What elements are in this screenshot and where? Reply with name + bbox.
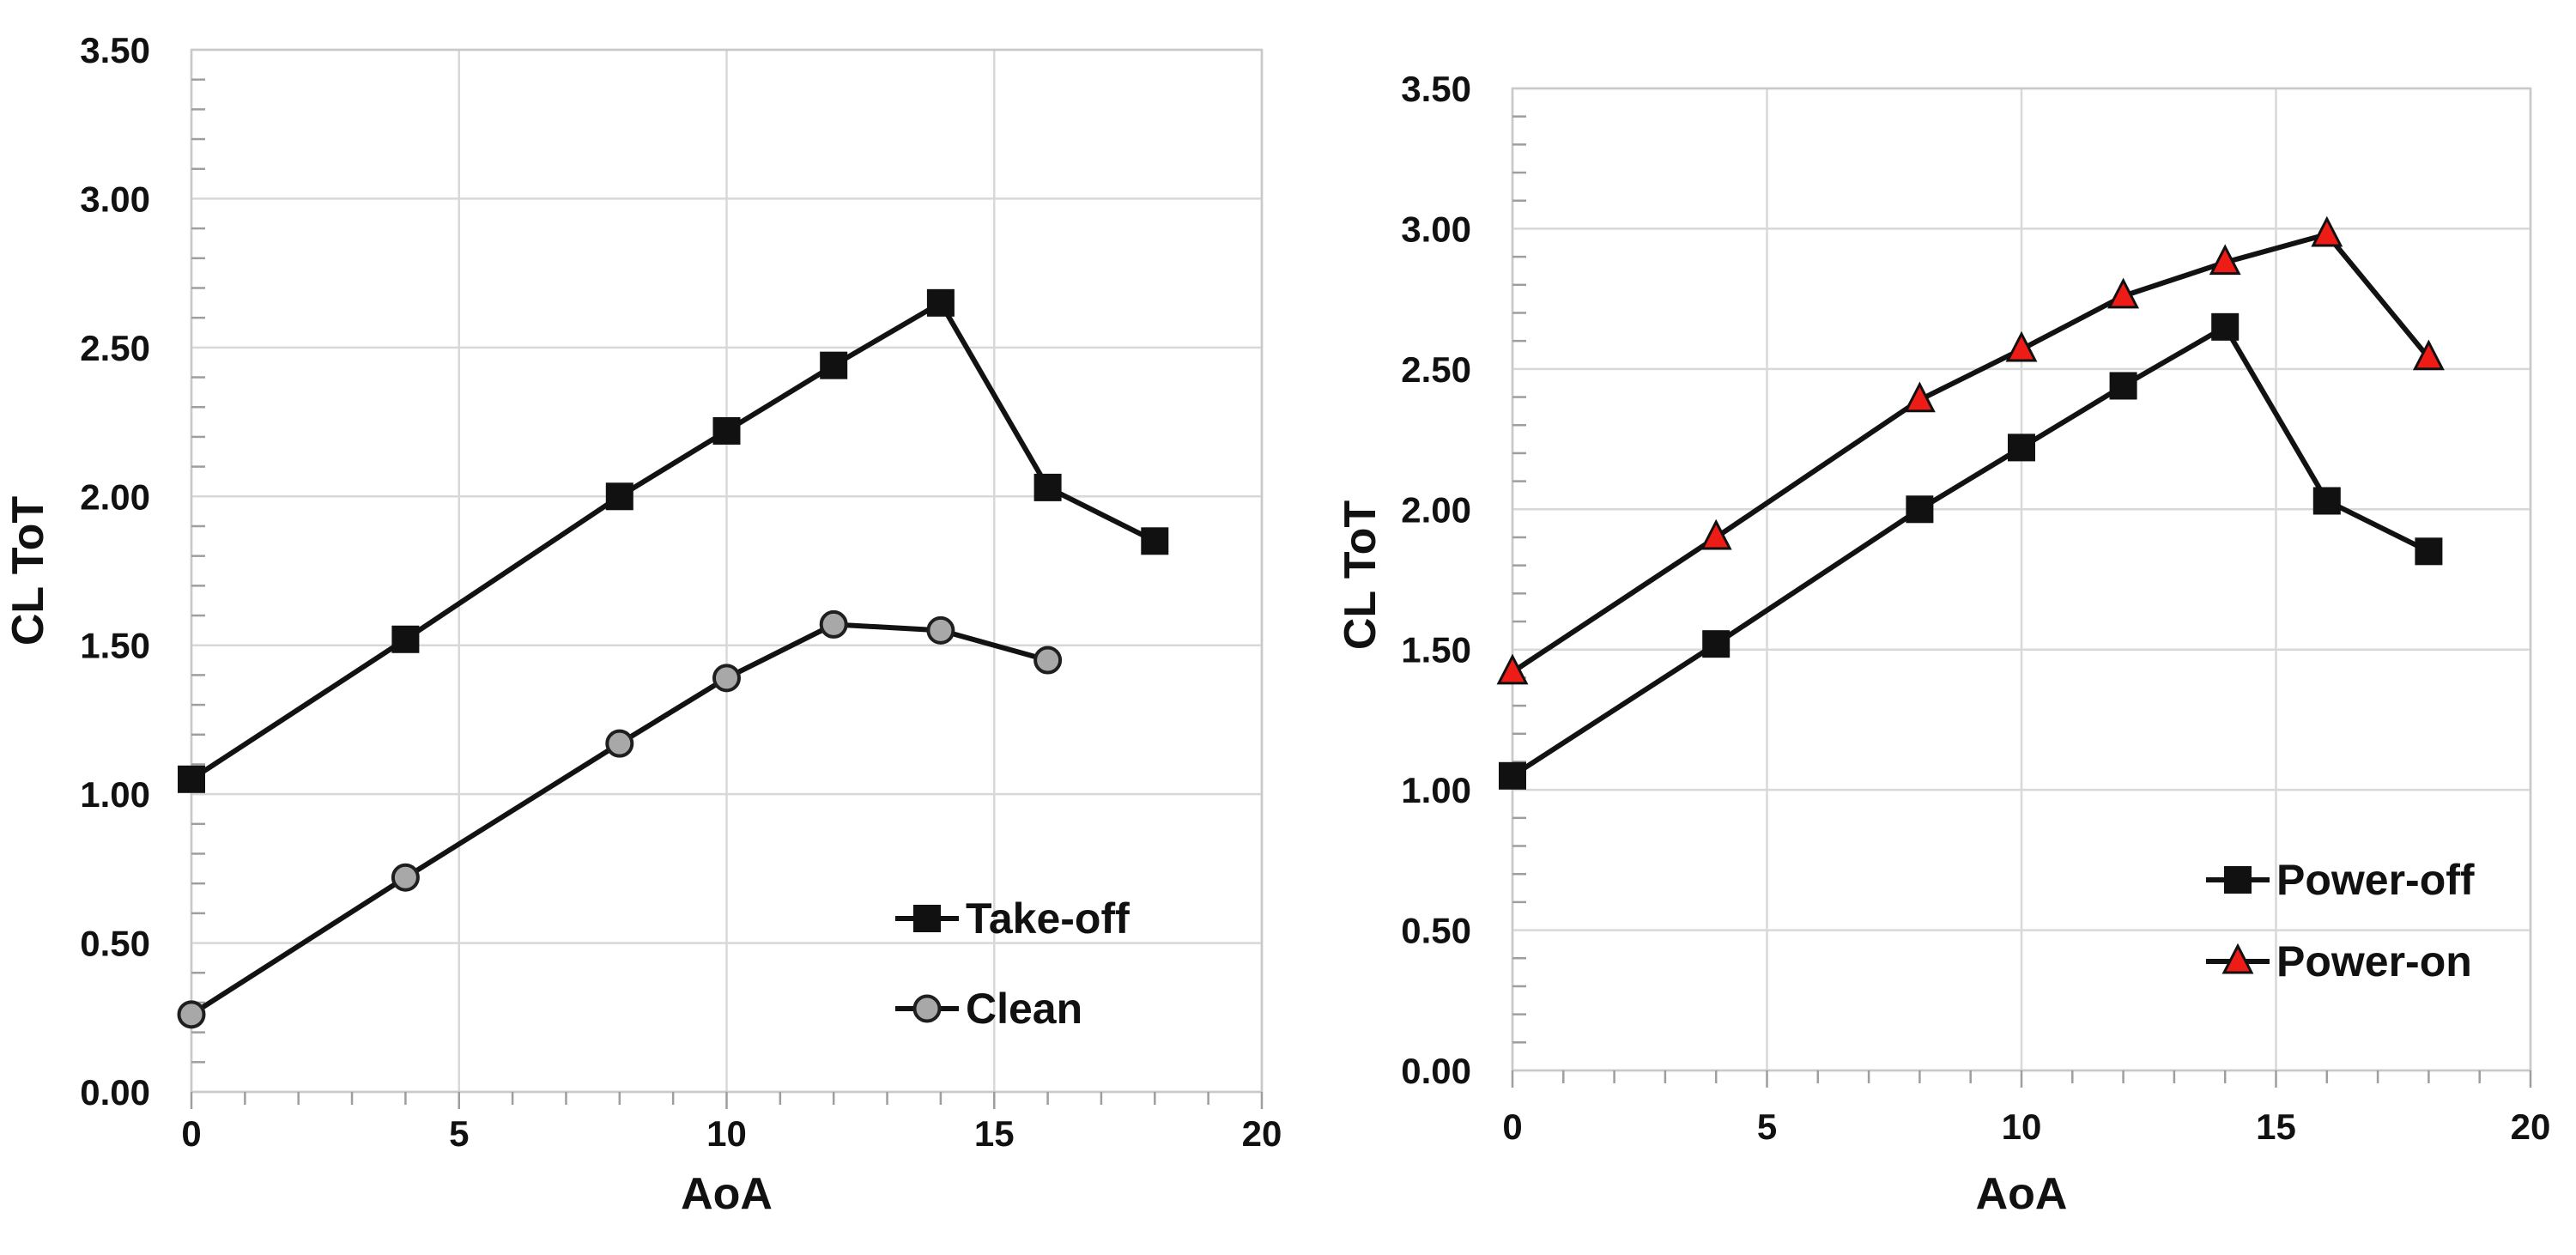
x-tick-label: 5 (1757, 1106, 1777, 1147)
square-marker (820, 351, 848, 379)
legend-label: Power-on (2276, 937, 2472, 985)
y-tick-label: 1.00 (1401, 770, 1471, 810)
x-tick-label: 5 (449, 1113, 469, 1154)
x-tick-label: 20 (2511, 1106, 2551, 1147)
legend-label: Take-off (966, 894, 1130, 943)
series-take-off (178, 288, 1169, 793)
square-marker (1499, 761, 1526, 790)
circle-marker (391, 863, 420, 892)
square-marker (1033, 473, 1062, 501)
series-line (189, 300, 1158, 782)
x-tick-label: 15 (974, 1113, 1015, 1154)
y-tick-label: 2.50 (1401, 349, 1471, 390)
y-tick-label: 1.50 (1401, 630, 1471, 670)
triangle-marker (1903, 381, 1936, 413)
chart-power-off-vs-power-on: 0.00 0.50 1.00 1.50 2.00 2.50 3.00 3.50 0 5 10 15 20… (1336, 69, 2550, 1219)
series-line (1510, 324, 2432, 779)
triangle-marker (1700, 518, 1732, 550)
axis-ticks (1511, 115, 2532, 1088)
square-marker (926, 288, 955, 317)
y-tick-label: 0.50 (1401, 911, 1471, 951)
circle-marker (819, 609, 848, 639)
legend-entry-power-on: Power-on (2206, 937, 2472, 985)
legend-entry-power-off: Power-off (2206, 856, 2475, 904)
legend: Take-off Clean (895, 894, 1130, 1033)
y-tick-label: 2.50 (80, 328, 150, 368)
y-tick-label: 3.00 (1401, 209, 1471, 249)
square-marker (1906, 495, 1934, 524)
triangle-marker (2209, 244, 2241, 276)
y-tick-label: 0.00 (1401, 1051, 1471, 1091)
triangle-marker (2221, 943, 2254, 974)
series-power-off (1499, 312, 2443, 790)
series-line (1510, 231, 2432, 675)
square-marker (2211, 312, 2240, 341)
axis-ticks (190, 78, 1264, 1109)
x-tick-label: 0 (181, 1113, 201, 1154)
series-power-on (1496, 215, 2445, 685)
triangle-marker (2311, 215, 2343, 247)
series-line (189, 621, 1051, 1017)
triangle-marker (2412, 339, 2445, 371)
y-axis-title: CL ToT (3, 496, 53, 646)
square-marker (2415, 537, 2443, 566)
y-tick-label: 1.50 (80, 626, 150, 666)
circle-marker (1033, 646, 1063, 675)
y-tick-label: 3.00 (80, 179, 150, 219)
x-axis-title: AoA (1976, 1169, 2068, 1219)
x-tick-label: 10 (2002, 1106, 2042, 1147)
square-marker (605, 482, 633, 511)
y-tick-label: 0.00 (80, 1072, 150, 1113)
square-marker (178, 765, 205, 793)
square-marker (2109, 372, 2137, 400)
legend-label: Clean (966, 985, 1082, 1033)
series-clean (177, 609, 1063, 1029)
square-marker (2224, 866, 2252, 894)
square-marker (2008, 433, 2035, 462)
x-tick-label: 0 (1502, 1106, 1522, 1147)
y-tick-label: 3.50 (80, 30, 150, 70)
legend-label: Power-off (2276, 856, 2475, 904)
triangle-marker (2107, 277, 2140, 309)
legend: Power-off Power-on (2206, 856, 2475, 985)
y-tick-label: 0.50 (80, 924, 150, 964)
gridlines (1511, 87, 2532, 1072)
triangle-marker (2005, 330, 2038, 362)
square-marker (1141, 527, 1169, 555)
y-tick-label: 3.50 (1401, 69, 1471, 109)
x-axis-title: AoA (681, 1169, 773, 1219)
square-marker (1702, 630, 1730, 658)
x-tick-label: 20 (1242, 1113, 1282, 1154)
square-marker (712, 416, 741, 445)
circle-marker (605, 729, 634, 758)
legend-entry-clean: Clean (895, 985, 1082, 1033)
x-tick-label: 10 (706, 1113, 747, 1154)
y-axis-title: CL ToT (1336, 500, 1385, 650)
square-marker (2312, 487, 2341, 515)
square-marker (913, 905, 941, 932)
y-tick-label: 2.00 (80, 476, 150, 517)
circle-marker (926, 615, 955, 645)
y-tick-label: 2.00 (1401, 489, 1471, 530)
circle-marker (712, 664, 741, 693)
circle-marker (912, 994, 942, 1023)
legend-entry-take-off: Take-off (895, 894, 1130, 943)
y-tick-label: 1.00 (80, 774, 150, 815)
x-tick-label: 15 (2256, 1106, 2296, 1147)
triangle-marker (1496, 653, 1529, 685)
chart-takeoff-vs-clean: 0.00 0.50 1.00 1.50 2.00 2.50 3.00 3.50 0 5 10 15 20… (3, 30, 1282, 1219)
circle-marker (177, 1000, 206, 1029)
square-marker (391, 625, 420, 653)
